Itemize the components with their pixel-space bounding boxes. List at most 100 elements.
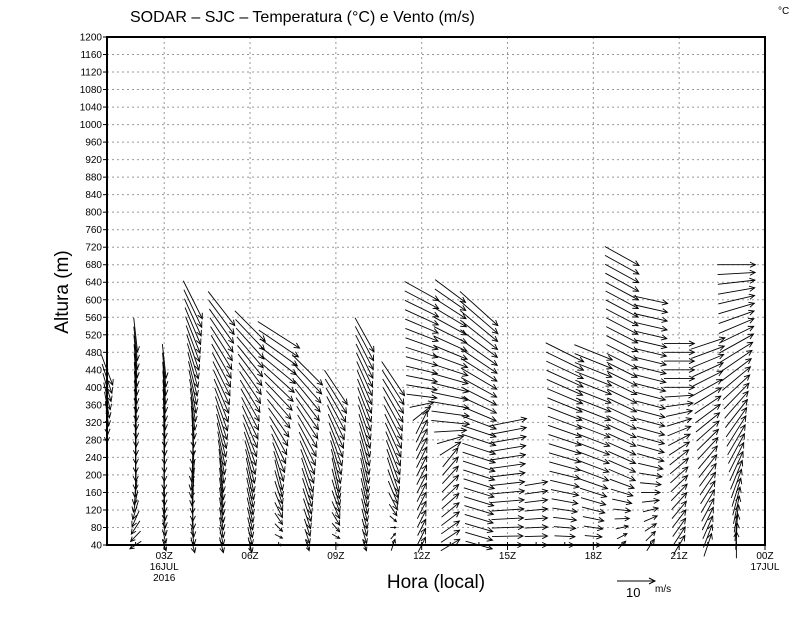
- wind-vector-shaft: [607, 388, 637, 404]
- wind-vector: [615, 524, 630, 530]
- wind-vector: [133, 388, 140, 423]
- wind-vector-head: [219, 531, 226, 539]
- wind-vector-head: [278, 484, 285, 492]
- wind-vector-head: [623, 524, 630, 530]
- wind-vector: [331, 479, 342, 507]
- wind-vector-shaft: [461, 405, 497, 422]
- wind-vector-head: [392, 532, 397, 537]
- wind-vector: [724, 390, 749, 419]
- wind-vector-shaft: [304, 528, 311, 544]
- wind-vector: [577, 459, 610, 473]
- wind-vector: [416, 473, 427, 494]
- wind-vector-head: [307, 493, 314, 501]
- wind-vector-shaft: [702, 524, 713, 548]
- wind-vector-shaft: [326, 396, 346, 431]
- wind-vector-shaft: [404, 309, 439, 326]
- wind-vector-head: [739, 432, 745, 440]
- wind-vector-shaft: [605, 299, 639, 318]
- wind-vector-shaft: [576, 424, 611, 438]
- wind-vector: [606, 361, 639, 378]
- wind-vector: [432, 373, 470, 386]
- wind-vector-shaft: [638, 462, 664, 470]
- wind-vector: [663, 375, 696, 382]
- wind-vector: [389, 515, 398, 523]
- wind-vector-shaft: [298, 431, 316, 466]
- wind-vector-head: [190, 523, 197, 531]
- wind-vector-shaft: [217, 431, 226, 466]
- wind-vector: [241, 405, 259, 440]
- wind-vector: [161, 388, 168, 423]
- wind-vector: [274, 459, 285, 492]
- wind-vector: [162, 370, 169, 405]
- wind-vector: [491, 506, 525, 513]
- wind-vector-shaft: [635, 391, 666, 401]
- wind-vector-head: [161, 522, 168, 530]
- wind-vector: [607, 397, 638, 413]
- wind-vector-head: [491, 359, 499, 366]
- wind-vector-shaft: [633, 295, 668, 304]
- wind-vector-shaft: [260, 347, 297, 376]
- wind-vector-head: [431, 394, 438, 401]
- wind-vector: [546, 388, 584, 405]
- wind-vector-shaft: [732, 487, 741, 516]
- wind-vector-shaft: [235, 327, 265, 360]
- wind-vector-shaft: [524, 517, 548, 520]
- wind-vector: [636, 426, 666, 437]
- wind-vector-head: [222, 424, 229, 432]
- wind-vector-shaft: [577, 468, 609, 482]
- wind-vector-shaft: [190, 459, 196, 491]
- wind-vector-head: [452, 483, 460, 491]
- wind-vector-shaft: [464, 522, 493, 533]
- wind-vector-shaft: [636, 418, 665, 427]
- wind-vector-head: [680, 508, 687, 516]
- wind-vector: [634, 356, 668, 367]
- wind-vector-shaft: [190, 405, 195, 439]
- wind-vector-shaft: [727, 424, 746, 456]
- wind-vector: [182, 280, 203, 320]
- wind-vector-shaft: [606, 379, 637, 395]
- y-tick-label: 1120: [80, 68, 102, 79]
- wind-vector: [441, 465, 459, 484]
- wind-vector-head: [712, 436, 719, 444]
- wind-vector: [459, 291, 499, 327]
- wind-vector-shaft: [406, 374, 438, 383]
- wind-vector: [583, 525, 604, 532]
- wind-vector-head: [659, 404, 667, 411]
- wind-vector-shaft: [355, 335, 374, 370]
- wind-vector-shaft: [644, 523, 657, 532]
- wind-vector-head: [309, 468, 316, 476]
- wind-vector: [639, 472, 663, 479]
- wind-vector-shaft: [582, 516, 604, 522]
- wind-vector: [489, 452, 527, 461]
- wind-vector-head: [222, 433, 229, 441]
- wind-vector: [574, 353, 614, 370]
- wind-vector-shaft: [670, 475, 688, 493]
- wind-vector-shaft: [489, 445, 526, 453]
- wind-vector-shaft: [291, 354, 323, 386]
- wind-vector-head: [519, 452, 527, 459]
- wind-vector-head: [603, 458, 611, 465]
- wind-vector-shaft: [211, 352, 231, 388]
- wind-vector-head: [194, 355, 201, 363]
- wind-vector: [461, 415, 498, 430]
- wind-vector: [548, 443, 582, 455]
- wind-vector-head: [459, 305, 467, 312]
- wind-vector-head: [278, 519, 284, 526]
- wind-vector: [219, 487, 226, 516]
- wind-vector: [697, 445, 718, 470]
- wind-vector-head: [658, 421, 666, 428]
- wind-vector: [546, 360, 585, 380]
- wind-vector: [188, 370, 199, 406]
- wind-vector: [696, 420, 720, 442]
- wind-vector: [460, 358, 498, 382]
- wind-vector: [388, 504, 398, 517]
- wind-vector: [387, 480, 399, 505]
- wind-vector-shaft: [690, 337, 726, 350]
- wind-vector-shaft: [725, 407, 748, 438]
- wind-vector-head: [747, 333, 755, 340]
- reference-vector: 10 m/s: [617, 577, 671, 600]
- wind-vector-shaft: [405, 356, 438, 366]
- wind-vector: [548, 452, 582, 464]
- wind-vector-shaft: [360, 488, 369, 515]
- wind-vector: [669, 457, 690, 475]
